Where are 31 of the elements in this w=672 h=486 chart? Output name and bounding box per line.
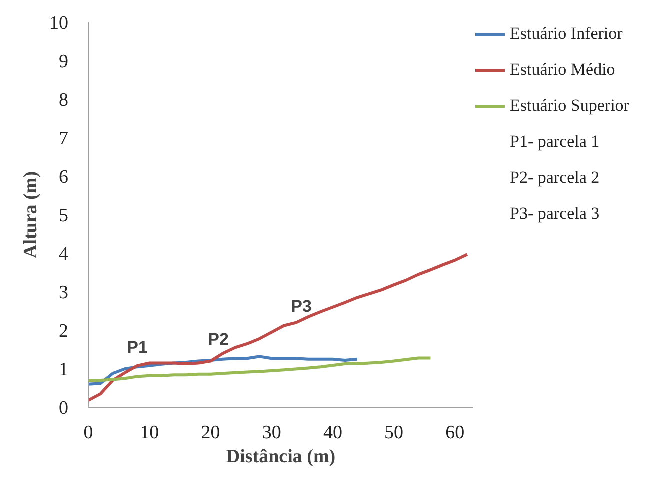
y-tick-label: 6: [59, 167, 68, 188]
x-axis-title: Distância (m): [226, 446, 336, 468]
y-tick-label: 8: [59, 90, 68, 111]
annotation: P2: [208, 330, 229, 349]
legend-label: Estuário Inferior: [510, 24, 623, 44]
x-tick-label: 0: [84, 422, 94, 444]
x-tick-label: 10: [140, 422, 160, 444]
y-tick-label: 1: [59, 360, 68, 380]
text: P1- parcela 1: [510, 132, 600, 152]
y-tick-label: 5: [59, 206, 68, 226]
text: P2- parcela 2: [510, 168, 600, 188]
y-tick-label: 3: [59, 282, 68, 304]
x-tick-label: 50: [384, 422, 404, 444]
line-series: [88, 253, 469, 402]
text: P3- parcela 3: [510, 204, 600, 224]
x-tick-label: 20: [201, 422, 220, 444]
annotation: P3: [291, 297, 312, 316]
legend-label: Estuário Superior: [510, 96, 630, 116]
y-tick-label: 0: [59, 398, 68, 419]
x-tick-label: 30: [262, 422, 282, 444]
x-tick-label: 40: [323, 422, 342, 444]
y-tick-label: 2: [59, 321, 68, 342]
x-tick-label: 60: [446, 422, 465, 444]
y-tick-label: 4: [59, 244, 69, 265]
y-axis-title: Altura (m): [20, 171, 42, 259]
y-tick-label: 7: [59, 128, 68, 150]
y-tick-label: 9: [59, 52, 68, 72]
annotation: P1: [127, 338, 148, 357]
legend-label: Estuário Médio: [510, 60, 616, 80]
line-series: [88, 356, 432, 382]
y-tick-label: 10: [50, 13, 68, 34]
